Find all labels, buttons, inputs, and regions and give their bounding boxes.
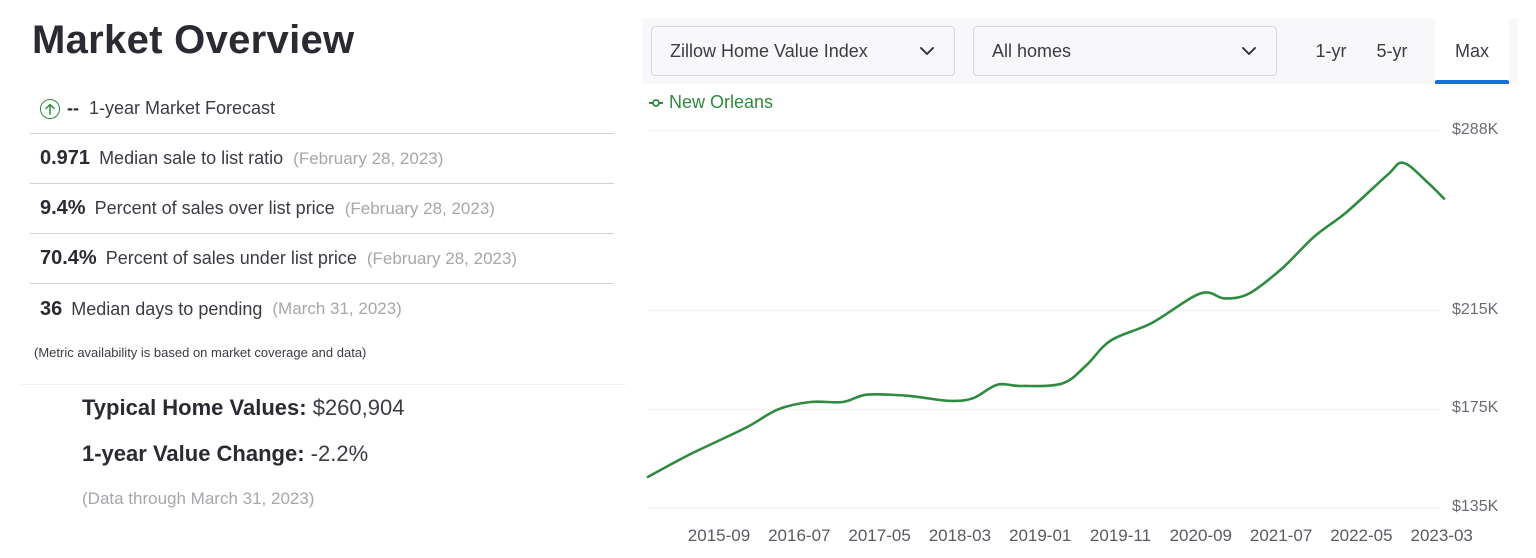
typical-home-values-amount: $260,904 bbox=[312, 395, 405, 420]
value-change-amount: -2.2% bbox=[310, 441, 369, 466]
market-overview-panel: Market Overview -- 1-year Market Forecas… bbox=[0, 0, 630, 558]
chart-toolbar: Zillow Home Value Index All homes 1-yr 5… bbox=[642, 18, 1518, 84]
metric-label: Median sale to list ratio bbox=[99, 148, 284, 168]
home-type-select-value: All homes bbox=[992, 40, 1072, 61]
metric-availability-note: (Metric availability is based on market … bbox=[34, 345, 367, 360]
x-tick-label: 2021-07 bbox=[1249, 526, 1313, 545]
home-type-select[interactable]: All homes bbox=[973, 26, 1277, 76]
metric-date: (March 31, 2023) bbox=[272, 299, 402, 318]
line-marker-icon bbox=[649, 98, 663, 107]
metric-value: 9.4% bbox=[40, 197, 86, 219]
data-through-date: (Data through March 31, 2023) bbox=[82, 489, 315, 508]
y-tick-label: $175K bbox=[1452, 399, 1499, 417]
metrics-list: -- 1-year Market Forecast 0.971 Median s… bbox=[30, 84, 614, 334]
forecast-value: -- bbox=[67, 98, 79, 118]
chart-legend[interactable]: New Orleans bbox=[648, 92, 773, 113]
range-tab-max[interactable]: Max bbox=[1435, 18, 1509, 84]
chevron-down-icon bbox=[918, 42, 936, 65]
arrow-up-circle-icon bbox=[40, 98, 60, 119]
metric-row-over-list: 9.4% Percent of sales over list price (F… bbox=[30, 184, 614, 234]
metric-row-days-to-pending: 36 Median days to pending (March 31, 202… bbox=[30, 284, 614, 334]
y-tick-label: $135K bbox=[1452, 498, 1499, 515]
metric-value: 36 bbox=[40, 297, 63, 320]
y-tick-label: $215K bbox=[1452, 300, 1499, 318]
value-change-label: 1-year Value Change: bbox=[82, 441, 305, 466]
metric-label: Median days to pending bbox=[71, 298, 263, 319]
metric-row-sale-to-list: 0.971 Median sale to list ratio (Februar… bbox=[30, 134, 614, 184]
gridlines bbox=[648, 130, 1440, 509]
forecast-label: 1-year Market Forecast bbox=[89, 98, 276, 118]
x-tick-label: 2015-09 bbox=[687, 526, 751, 545]
x-tick-label: 2018-03 bbox=[928, 526, 992, 545]
metric-label: Percent of sales over list price bbox=[94, 198, 335, 218]
metric-select-value: Zillow Home Value Index bbox=[670, 40, 868, 61]
typical-home-values: Typical Home Values: $260,904 bbox=[82, 395, 404, 421]
y-tick-label: $288K bbox=[1452, 120, 1499, 138]
series-line-new-orleans bbox=[646, 161, 1446, 479]
active-tab-indicator bbox=[1435, 80, 1509, 84]
chevron-down-icon bbox=[1240, 42, 1258, 65]
x-tick-label: 2023-03 bbox=[1410, 526, 1473, 545]
x-tick-label: 2019-01 bbox=[1008, 526, 1072, 545]
x-tick-label: 2022-05 bbox=[1330, 526, 1393, 545]
x-tick-label: 2017-05 bbox=[848, 526, 911, 545]
metric-label: Percent of sales under list price bbox=[105, 248, 357, 268]
metric-row-under-list: 70.4% Percent of sales under list price … bbox=[30, 234, 614, 284]
x-tick-label: 2019-11 bbox=[1089, 526, 1152, 545]
value-change: 1-year Value Change: -2.2% bbox=[82, 441, 368, 467]
metric-select[interactable]: Zillow Home Value Index bbox=[651, 26, 955, 76]
x-tick-label: 2016-07 bbox=[768, 526, 831, 545]
metric-date: (February 28, 2023) bbox=[366, 248, 518, 268]
metric-value: 0.971 bbox=[40, 147, 91, 169]
typical-home-values-label: Typical Home Values: bbox=[82, 395, 307, 420]
range-tab-1yr[interactable]: 1-yr bbox=[1315, 40, 1347, 61]
legend-label: New Orleans bbox=[669, 92, 774, 112]
metric-date: (February 28, 2023) bbox=[344, 198, 495, 218]
range-tab-5yr[interactable]: 5-yr bbox=[1376, 40, 1408, 61]
metric-value: 70.4% bbox=[40, 247, 97, 269]
x-tick-label: 2020-09 bbox=[1169, 526, 1232, 545]
range-tab-max-label: Max bbox=[1454, 40, 1489, 61]
metric-date: (February 28, 2023) bbox=[293, 148, 444, 168]
forecast-row: -- 1-year Market Forecast bbox=[30, 84, 614, 134]
page-title: Market Overview bbox=[32, 18, 355, 62]
divider bbox=[20, 384, 626, 385]
